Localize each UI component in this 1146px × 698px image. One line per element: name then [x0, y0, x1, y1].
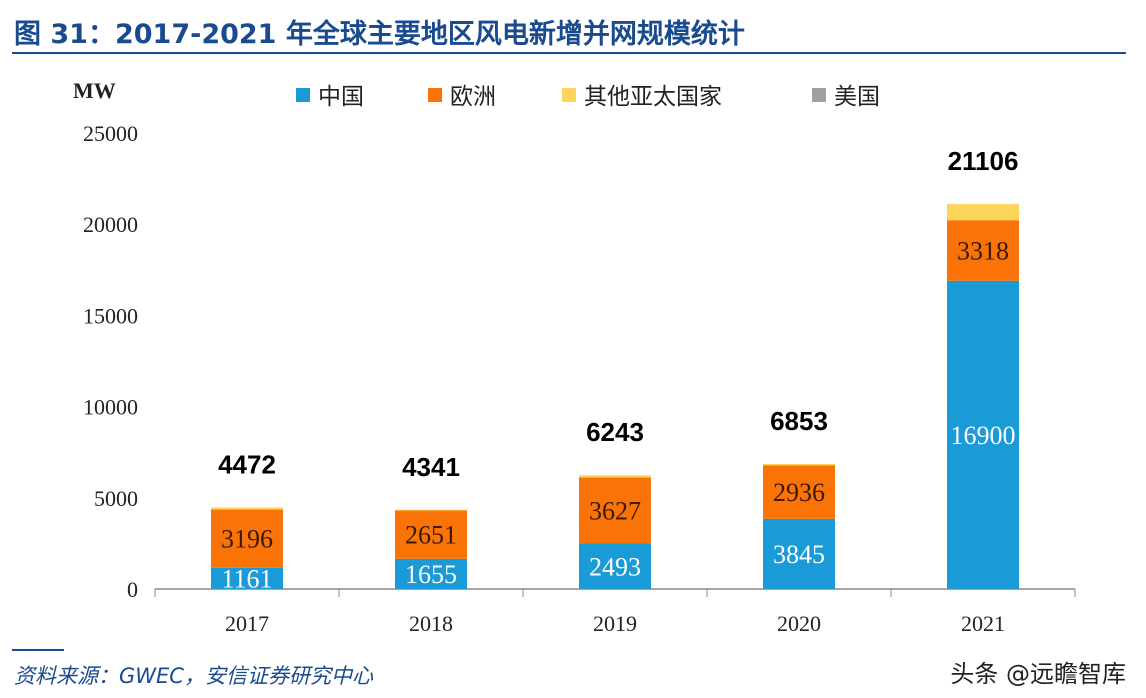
- data-label: 1655: [405, 560, 457, 589]
- y-tick-label: 25000: [83, 121, 138, 146]
- title-divider: [12, 52, 1126, 54]
- bar-segment-2019-1: [579, 477, 651, 544]
- total-label: 21106: [948, 146, 1019, 176]
- watermark: 头条 @远瞻智库: [950, 660, 1126, 688]
- legend-swatch: [812, 88, 826, 102]
- legend-swatch: [296, 88, 310, 102]
- legend-label: 欧洲: [450, 84, 496, 110]
- bar-segment-2018-0: [395, 558, 467, 589]
- x-tick-label: 2020: [777, 611, 821, 636]
- bar-segment-2020-1: [763, 465, 835, 519]
- y-axis-unit: MW: [73, 78, 116, 103]
- y-tick-label: 5000: [94, 486, 138, 511]
- total-label: 4472: [218, 449, 276, 479]
- data-label: 2493: [589, 552, 641, 581]
- bar-segment-2020-0: [763, 518, 835, 589]
- bar-segment-2018-2: [395, 509, 467, 511]
- source-note: 资料来源：GWEC，安信证券研究中心: [14, 664, 373, 688]
- total-label: 6853: [770, 406, 828, 436]
- data-label: 16900: [951, 421, 1016, 450]
- x-tick-label: 2018: [409, 611, 453, 636]
- legend-label: 其他亚太国家: [584, 84, 722, 110]
- bar-segment-2019-2: [579, 475, 651, 478]
- data-label: 3627: [589, 496, 641, 525]
- legend-swatch: [428, 88, 442, 102]
- bar-segment-2017-0: [211, 567, 283, 589]
- legend-swatch: [562, 88, 576, 102]
- data-label: 2651: [405, 521, 457, 550]
- y-tick-label: 10000: [83, 395, 138, 420]
- x-tick-label: 2017: [225, 611, 269, 636]
- bar-segment-2021-1: [947, 220, 1019, 281]
- y-tick-label: 20000: [83, 212, 138, 237]
- total-label: 6243: [586, 417, 644, 447]
- source-divider: [12, 649, 64, 651]
- data-label: 3845: [773, 540, 825, 569]
- legend-label: 中国: [318, 84, 364, 110]
- total-label: 4341: [402, 452, 460, 482]
- bar-segment-2021-2: [947, 204, 1019, 221]
- figure-title: 图 31：2017-2021 年全球主要地区风电新增并网规模统计: [14, 19, 745, 50]
- y-tick-label: 15000: [83, 303, 138, 328]
- bar-segment-2018-1: [395, 510, 467, 559]
- bar-segment-2020-2: [763, 464, 835, 466]
- data-label: 1161: [221, 564, 272, 593]
- x-tick-label: 2021: [961, 611, 1005, 636]
- bar-segment-2017-1: [211, 509, 283, 568]
- bar-segment-2019-0: [579, 543, 651, 589]
- y-tick-label: 0: [127, 577, 138, 602]
- x-tick-label: 2019: [593, 611, 637, 636]
- bar-segment-2021-0: [947, 280, 1019, 589]
- data-label: 3196: [221, 525, 273, 554]
- data-label: 3318: [957, 236, 1009, 265]
- legend-label: 美国: [834, 84, 880, 110]
- data-label: 2936: [773, 478, 825, 507]
- bar-segment-2017-2: [211, 507, 283, 510]
